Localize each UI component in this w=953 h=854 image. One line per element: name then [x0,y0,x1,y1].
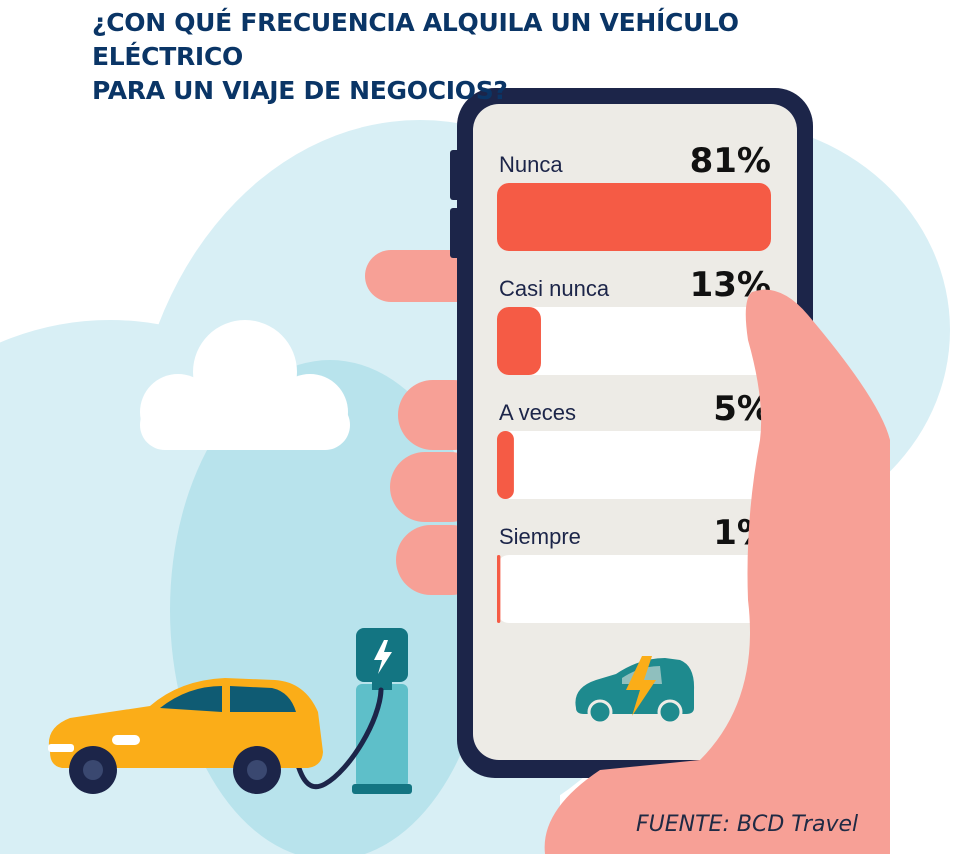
title-line-2: PARA UN VIAJE DE NEGOCIOS? [92,76,508,105]
bar-track [497,307,771,375]
category-label: A veces [499,400,576,425]
category-label: Siempre [499,524,581,549]
bar [497,431,514,499]
electric-car-icon [48,678,323,794]
right-hand-icon [544,289,890,854]
bar-track [497,431,771,499]
cloud-icon [140,320,350,450]
chart-title: ¿CON QUÉ FRECUENCIA ALQUILA UN VEHÍCULO … [92,6,892,108]
category-label: Casi nunca [499,276,610,301]
bar [497,183,771,251]
small-electric-car-icon [575,656,695,725]
bar [497,307,541,375]
category-label: Nunca [499,152,563,177]
bar-track [497,555,771,623]
charging-station-icon [290,628,412,794]
value-label: 81% [690,141,771,181]
bar [497,555,501,623]
title-line-1: ¿CON QUÉ FRECUENCIA ALQUILA UN VEHÍCULO … [92,8,739,71]
source-note: FUENTE: BCD Travel [636,812,859,837]
